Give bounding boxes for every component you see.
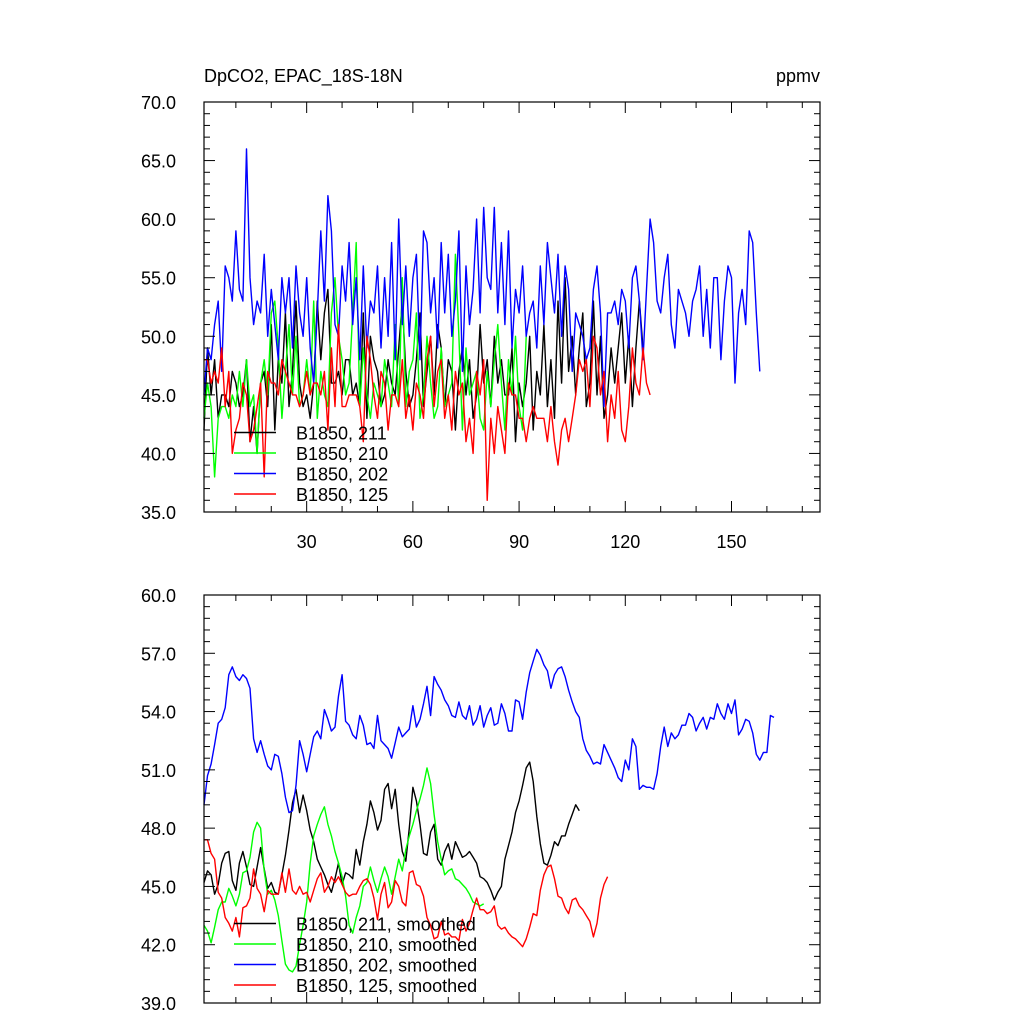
legend-label-1: B1850, 210 (296, 444, 388, 464)
legend-label-3: B1850, 125, smoothed (296, 976, 477, 996)
bottom-tick-group: 39.0 42.0 45.0 48.0 51.0 54.0 57.0 60.0 (141, 586, 820, 1014)
y-tick-label: 45.0 (141, 386, 176, 406)
chart-title: DpCO2, EPAC_18S-18N (204, 66, 403, 87)
x-tick-label: 60 (403, 532, 423, 552)
series-line-2 (203, 648, 775, 814)
top-series-group (203, 148, 761, 501)
y-tick-label: 39.0 (141, 994, 176, 1014)
x-tick-label: 150 (716, 532, 746, 552)
y-tick-label: 60.0 (141, 586, 176, 606)
y-tick-label: 60.0 (141, 210, 176, 230)
units-label: ppmv (776, 66, 820, 86)
series-line-1 (203, 767, 485, 973)
y-tick-label: 65.0 (141, 152, 176, 172)
legend-label-3: B1850, 125 (296, 485, 388, 505)
y-tick-label: 57.0 (141, 644, 176, 664)
y-tick-label: 70.0 (141, 93, 176, 113)
x-tick-label: 90 (509, 532, 529, 552)
x-tick-label: 30 (297, 532, 317, 552)
y-tick-label: 54.0 (141, 703, 176, 723)
series-line-3 (204, 323, 651, 501)
y-tick-label: 45.0 (141, 877, 176, 897)
y-tick-label: 42.0 (141, 936, 176, 956)
bottom-panel: 39.0 42.0 45.0 48.0 51.0 54.0 57.0 60.0 B1850, … (141, 586, 821, 1014)
y-tick-label: 55.0 (141, 269, 176, 289)
legend-label-0: B1850, 211 (296, 424, 387, 444)
top-panel: DpCO2, EPAC_18S-18N ppmv 35.0 40.0 45.0 50.… (141, 66, 821, 552)
top-plot-frame (203, 101, 821, 513)
top-tick-group: 35.0 40.0 45.0 50.0 55.0 60.0 65.0 70.0 30 60 90 12… (141, 93, 820, 552)
y-tick-label: 51.0 (141, 761, 176, 781)
legend-label-0: B1850, 211, smoothed (296, 915, 476, 935)
series-line-2 (203, 148, 761, 408)
x-tick-label: 120 (610, 532, 640, 552)
y-tick-label: 40.0 (141, 444, 176, 464)
legend-label-2: B1850, 202 (296, 465, 388, 485)
y-tick-label: 48.0 (141, 819, 176, 839)
legend-label-2: B1850, 202, smoothed (296, 956, 477, 976)
bottom-plot-frame (203, 594, 821, 1004)
bottom-series-group (203, 648, 775, 973)
series-line-3 (204, 839, 609, 948)
y-tick-label: 50.0 (141, 327, 176, 347)
y-tick-label: 35.0 (141, 503, 176, 523)
legend-label-1: B1850, 210, smoothed (296, 935, 477, 955)
